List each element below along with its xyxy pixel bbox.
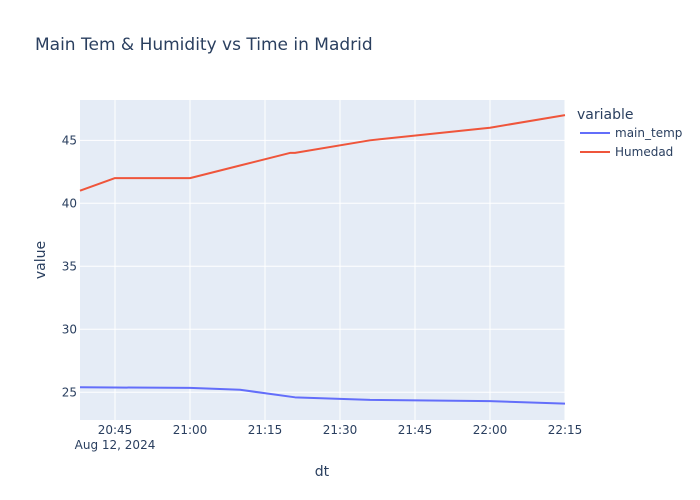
legend-item-main_temp[interactable]: main_temp [580,126,682,140]
chart-title: Main Tem & Humidity vs Time in Madrid [35,35,373,55]
series-lines [79,114,566,405]
gridlines [80,100,566,420]
x-tick-label: 21:45 [398,423,433,437]
x-date-label: Aug 12, 2024 [75,438,156,452]
x-tick-label: 21:00 [173,423,208,437]
y-tick-label: 35 [62,259,77,273]
x-tick-label: 21:30 [323,423,358,437]
x-axis-title: dt [315,464,330,480]
series-line-main_temp[interactable] [79,386,566,405]
legend-title: variable [577,107,633,123]
x-tick-label: 20:45 [98,423,133,437]
y-tick-label: 30 [62,322,77,336]
y-tick-label: 45 [62,133,77,147]
legend-label: main_temp [615,126,682,140]
legend-item-Humedad[interactable]: Humedad [580,145,673,159]
series-line-Humedad[interactable] [79,114,566,192]
y-tick-label: 40 [62,196,77,210]
y-tick-label: 25 [62,385,77,399]
y-axis-title: value [33,241,49,279]
legend[interactable]: variable main_temp Humedad [577,107,682,159]
legend-label: Humedad [615,145,673,159]
x-tick-label: 22:15 [548,423,583,437]
tick-labels: 25 30 35 40 45 20:45 21:00 21:15 21:30 21:45 22:00… [62,133,583,452]
x-tick-label: 22:00 [473,423,508,437]
plot-area [80,100,565,420]
x-tick-label: 21:15 [248,423,283,437]
